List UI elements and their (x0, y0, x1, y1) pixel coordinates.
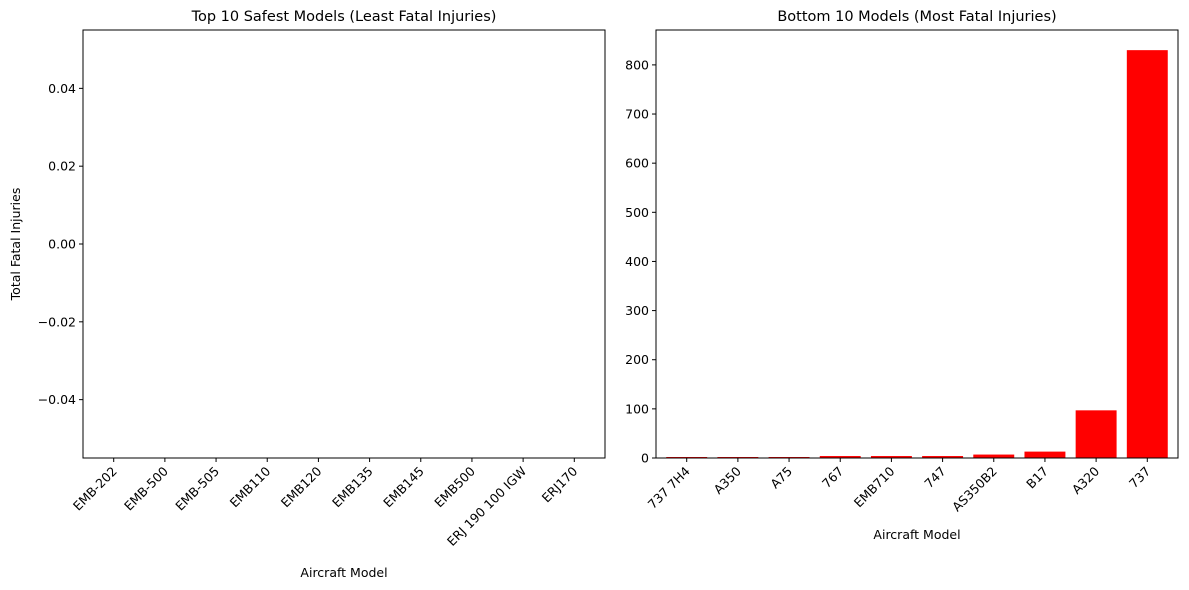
x-tick-label: EMB500 (431, 463, 478, 510)
x-tick-label: EMB145 (380, 464, 427, 511)
y-tick-label: 700 (625, 107, 649, 122)
x-tick-label: B17 (1023, 464, 1051, 492)
x-axis-label: Aircraft Model (300, 565, 387, 580)
x-tick-label: EMB710 (851, 463, 898, 510)
bar-767 (819, 456, 861, 458)
y-tick-label: −0.02 (38, 314, 76, 329)
x-tick-label: EMB135 (329, 464, 376, 511)
axes-frame (655, 29, 1179, 459)
bar-a320 (1075, 410, 1117, 458)
y-tick-label: 400 (625, 254, 649, 269)
y-tick-label: 0.02 (48, 159, 76, 174)
x-tick-label: ERJ170 (539, 463, 581, 505)
bar-emb710 (870, 456, 912, 458)
x-tick-label: A75 (767, 464, 795, 492)
y-tick-label: 0.00 (48, 237, 76, 252)
y-tick-label: 200 (625, 352, 649, 367)
chart-panel-1: EMB-202 EMB-500 EMB-505 EMB110 EMB120 EMB135 E… (8, 9, 606, 580)
x-tick-label: A350 (710, 463, 744, 497)
y-tick-label: 800 (625, 57, 649, 72)
bar-737 (1126, 50, 1168, 459)
y-tick-label: 500 (625, 205, 649, 220)
x-tick-label: 737 (1126, 464, 1153, 491)
x-tick-label: EMB-500 (121, 463, 171, 513)
y-axis-label: Total Fatal Injuries (8, 188, 23, 302)
bar-b17 (1024, 451, 1066, 458)
axes-frame (82, 29, 606, 459)
chart-title: Top 10 Safest Models (Least Fatal Injuri… (191, 9, 497, 25)
y-tick-label: 600 (625, 156, 649, 171)
x-tick-label: EMB110 (227, 463, 274, 510)
x-tick-label: 747 (921, 464, 948, 491)
x-tick-label: EMB120 (278, 463, 325, 510)
bar-as350b2 (973, 454, 1015, 458)
y-tick-label: 100 (625, 401, 649, 416)
chart-title: Bottom 10 Models (Most Fatal Injuries) (777, 9, 1056, 25)
bar-747 (922, 456, 964, 458)
y-tick-label: 300 (625, 303, 649, 318)
x-tick-label: EMB-202 (70, 464, 120, 514)
y-tick-label: 0 (641, 451, 649, 466)
x-tick-label: A320 (1069, 463, 1103, 497)
x-tick-label: EMB-505 (172, 464, 222, 514)
x-tick-label: 767 (819, 464, 846, 491)
chart-panel-2: 737 7H4 A350 A75 767 EMB710 747 AS350B2 B17 A320… (625, 9, 1179, 542)
x-axis-label: Aircraft Model (873, 527, 960, 542)
y-tick-label: −0.04 (38, 392, 76, 407)
y-tick-label: 0.04 (48, 81, 76, 96)
x-tick-label: 737 7H4 (645, 463, 693, 511)
x-tick-label: AS350B2 (949, 464, 1000, 515)
